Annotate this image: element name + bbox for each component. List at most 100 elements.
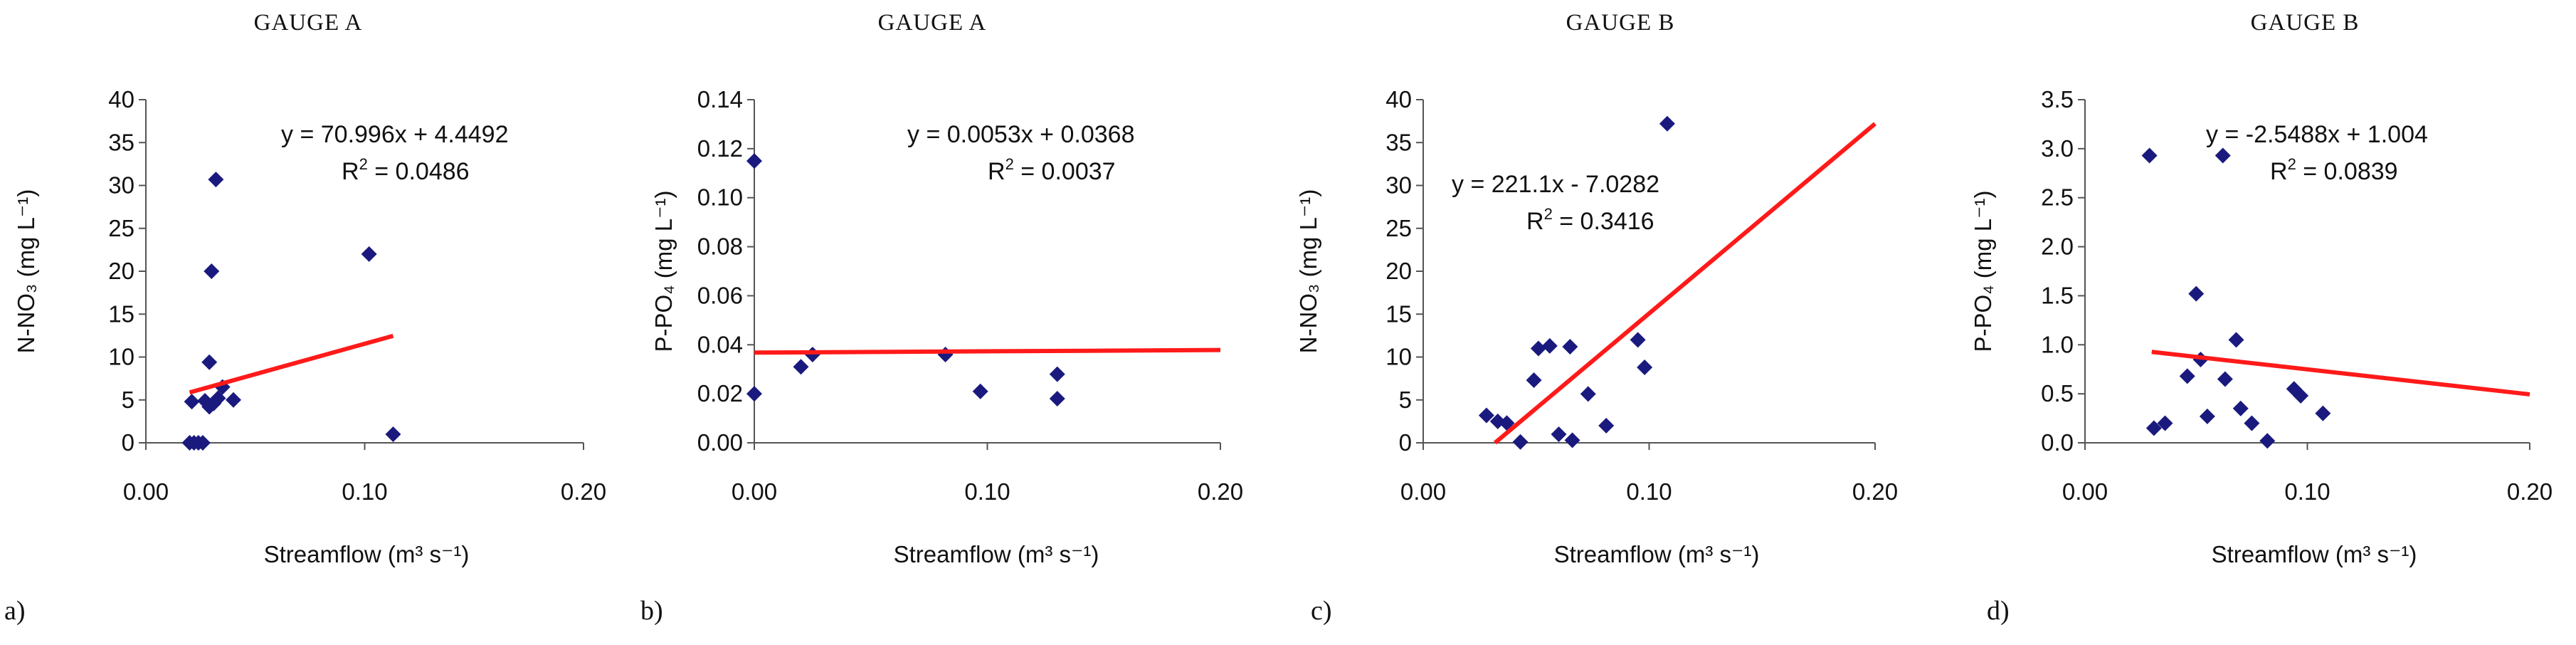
x-tick-label: 0.20	[1852, 478, 1898, 505]
data-point	[184, 394, 200, 410]
trendline	[189, 333, 394, 395]
trend-equation: y = 0.0053x + 0.0368	[907, 121, 1134, 148]
data-point	[1637, 359, 1653, 375]
data-point	[2141, 147, 2158, 164]
data-point	[2179, 368, 2195, 384]
trendline	[754, 347, 1221, 355]
r-squared-label: R2 = 0.0839	[2270, 155, 2398, 185]
data-point	[2228, 332, 2244, 348]
data-point	[2259, 433, 2276, 449]
data-point	[208, 172, 224, 188]
chart-title: GAUGE A	[253, 10, 363, 36]
y-tick-label: 1.0	[2041, 331, 2074, 357]
x-tick-label: 0.00	[732, 478, 777, 505]
chart-title: GAUGE A	[877, 10, 987, 36]
y-tick-label: 0	[122, 429, 134, 456]
y-tick-label: 40	[1385, 86, 1412, 112]
data-point	[1478, 407, 1494, 424]
data-point	[2293, 387, 2309, 404]
x-tick-label: 0.10	[342, 478, 387, 505]
data-point	[2188, 285, 2205, 302]
y-tick-label: 0.00	[697, 429, 743, 456]
panel-label: b)	[640, 596, 663, 626]
y-axis-label: N-NO₃ (mg L⁻¹)	[13, 189, 39, 354]
data-point	[804, 347, 820, 363]
x-tick-label: 0.10	[964, 478, 1010, 505]
trend-equation: y = 70.996x + 4.4492	[281, 121, 508, 148]
data-point	[1659, 115, 1675, 132]
data-point	[2199, 408, 2215, 424]
data-point	[194, 435, 211, 451]
y-tick-label: 2.0	[2041, 234, 2074, 260]
y-tick-label: 0	[1399, 429, 1412, 456]
data-point	[2315, 405, 2331, 421]
y-tick-label: 10	[1385, 344, 1412, 370]
y-tick-label: 5	[122, 387, 134, 413]
x-tick-label: 0.20	[2507, 478, 2553, 505]
y-tick-label: 3.0	[2041, 135, 2074, 162]
y-tick-label: 5	[1399, 387, 1412, 413]
y-tick-label: 35	[108, 129, 134, 155]
r-squared-label: R2 = 0.0037	[988, 155, 1116, 185]
data-point	[1049, 366, 1065, 382]
x-axis-label: Streamflow (m³ s⁻¹)	[1554, 541, 1760, 567]
data-point	[1580, 386, 1596, 402]
y-axis-label: P-PO₄ (mg L⁻¹)	[1970, 190, 1996, 352]
y-tick-label: 0.06	[697, 282, 743, 308]
y-axis-label: N-NO₃ (mg L⁻¹)	[1295, 189, 1321, 354]
data-point	[1499, 415, 1515, 431]
data-point	[2217, 371, 2233, 387]
data-point	[972, 383, 988, 399]
data-point	[226, 392, 241, 408]
x-tick-label: 0.00	[123, 478, 169, 505]
data-point	[1630, 332, 1646, 348]
y-axis-label: P-PO₄ (mg L⁻¹)	[650, 190, 677, 352]
y-tick-label: 35	[1385, 129, 1412, 155]
data-point	[204, 263, 220, 279]
x-tick-label: 0.00	[1400, 478, 1446, 505]
y-tick-label: 20	[1385, 258, 1412, 284]
y-tick-label: 2.5	[2041, 184, 2074, 211]
y-tick-label: 15	[108, 300, 134, 327]
data-point	[2157, 415, 2173, 431]
panel-b: GAUGE A 0.00 0.02 0.04 0.06 0.08 0.10 0.12 0.14…	[640, 0, 1281, 645]
trendline	[1494, 122, 1876, 445]
chart-d: 0.0 0.5 1.0 1.5 2.0 2.5 3.0 3.5 0.00 0.10 0.20 P-PO…	[1970, 86, 2553, 567]
trend-equation: y = 221.1x - 7.0282	[1452, 171, 1659, 198]
data-point	[1564, 432, 1580, 449]
panel-label: a)	[4, 596, 26, 626]
y-tick-label: 20	[108, 258, 134, 284]
y-tick-label: 0.04	[697, 331, 743, 357]
data-point	[1530, 340, 1546, 357]
y-tick-label: 1.5	[2041, 282, 2074, 308]
y-tick-label: 0.08	[697, 234, 743, 260]
chart-a: 0 5 10 15 20 25 30 35 40 0.00 0.10 0.20 N-NO₃ (mg L⁻…	[13, 86, 606, 567]
data-point	[1598, 417, 1615, 434]
data-point	[1562, 339, 1578, 355]
y-tick-label: 30	[1385, 172, 1412, 199]
y-tick-label: 0.14	[697, 86, 743, 112]
data-point	[385, 426, 401, 442]
data-point	[1526, 372, 1542, 389]
y-tick-label: 25	[108, 215, 134, 241]
data-point	[201, 354, 218, 370]
panel-label: d)	[1987, 596, 2010, 626]
chart-b: 0.00 0.02 0.04 0.06 0.08 0.10 0.12 0.14 0.00 0.10…	[650, 86, 1243, 567]
y-tick-label: 30	[108, 172, 134, 199]
x-axis-label: Streamflow (m³ s⁻¹)	[2212, 541, 2417, 567]
data-point	[1541, 337, 1558, 354]
y-tick-label: 3.5	[2041, 86, 2074, 112]
y-tick-label: 10	[108, 344, 134, 370]
data-point	[2232, 400, 2249, 416]
panel-a: GAUGE A 0 5 10 15 20 25 30 35 40 0.00 0.10 0.20 N-NO…	[0, 0, 640, 645]
chart-c: 0 5 10 15 20 25 30 35 40 0.00 0.10 0.20 N-NO₃ (mg L⁻…	[1295, 86, 1898, 567]
data-point	[2145, 420, 2162, 436]
data-point	[1049, 391, 1065, 407]
data-point	[937, 347, 954, 363]
y-tick-label: 15	[1385, 300, 1412, 327]
data-point	[361, 246, 377, 262]
x-axis-label: Streamflow (m³ s⁻¹)	[264, 541, 470, 567]
trendline	[2151, 350, 2530, 397]
x-tick-label: 0.10	[2284, 478, 2330, 505]
y-tick-label: 40	[108, 86, 134, 112]
